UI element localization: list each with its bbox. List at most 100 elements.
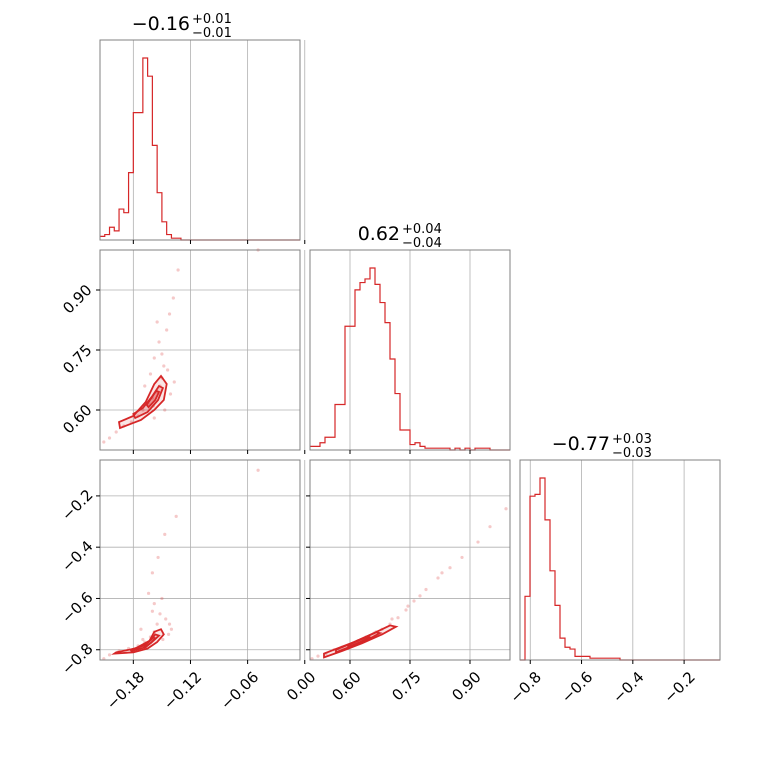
y-tick-label: 0.90 <box>59 281 95 317</box>
panel-frame <box>99 39 301 241</box>
scatter-point <box>166 368 170 372</box>
y-tick-label: −0.4 <box>58 537 96 575</box>
scatter-point <box>504 507 508 511</box>
x-tick-label: −0.12 <box>160 668 205 713</box>
x-tick-label: 0.75 <box>388 668 424 704</box>
panel-frame <box>99 459 301 661</box>
title-upper-error: +0.04 <box>402 222 442 237</box>
scatter-point <box>152 601 156 606</box>
y-tick-label: −0.6 <box>58 588 96 626</box>
title-lower-error: −0.04 <box>402 236 442 251</box>
panel-2-0 <box>99 459 306 661</box>
scatter-point <box>488 525 492 529</box>
scatter-point <box>412 599 416 603</box>
x-tick-label: −0.4 <box>609 668 647 706</box>
title-upper-error: +0.03 <box>612 432 652 447</box>
scatter-point <box>164 617 168 621</box>
y-tick-label: −0.8 <box>58 640 96 678</box>
scatter-point <box>256 468 260 472</box>
panel-background <box>100 40 300 240</box>
scatter-point <box>167 622 172 626</box>
scatter-point <box>156 555 160 560</box>
scatter-point <box>161 637 165 642</box>
contour-level-2 <box>145 389 161 409</box>
scatter-point <box>141 637 145 642</box>
x-tick-label: 0.00 <box>283 668 319 704</box>
scatter-point <box>160 352 164 356</box>
scatter-point <box>107 653 112 657</box>
scatter-point <box>152 416 156 420</box>
scatter-point <box>102 440 106 444</box>
scatter-point <box>174 514 178 519</box>
y-tick-label: −0.2 <box>58 486 96 524</box>
x-tick-label: −0.6 <box>558 668 596 706</box>
contour-level-2 <box>346 635 373 649</box>
scatter-point <box>157 340 161 344</box>
panel-2-2 <box>519 459 721 661</box>
scatter-point <box>171 296 175 300</box>
scatter-point <box>114 430 118 434</box>
scatter-point <box>150 571 154 575</box>
scatter-point <box>436 576 440 580</box>
x-tick-label: −0.2 <box>660 668 698 706</box>
scatter-point <box>155 320 159 324</box>
panel-2-1 <box>309 459 511 661</box>
panel-1-0 <box>99 248 306 451</box>
scatter-point <box>404 608 408 612</box>
scatter-point <box>172 380 176 384</box>
panel-background <box>520 460 720 660</box>
title-value: −0.16 <box>132 13 190 35</box>
scatter-point <box>176 268 180 272</box>
scatter-point <box>460 555 464 560</box>
title-value: −0.77 <box>552 433 610 455</box>
histogram-1 <box>310 267 510 451</box>
contour-level-0 <box>117 374 168 430</box>
y-tick-label: 0.75 <box>59 341 95 377</box>
scatter-point <box>424 587 428 592</box>
title-lower-error: −0.01 <box>192 26 232 41</box>
scatter-point <box>390 617 394 621</box>
title-1: 0.62 +0.04−0.04 <box>358 222 442 251</box>
title-value: 0.62 <box>358 223 400 245</box>
scatter-point <box>155 622 159 626</box>
scatter-point <box>169 627 174 631</box>
x-tick-label: 0.90 <box>448 668 484 704</box>
x-tick-label: −0.06 <box>217 668 262 713</box>
scatter-point <box>146 591 151 595</box>
scatter-point <box>162 364 166 368</box>
title-0: −0.16 +0.01−0.01 <box>132 12 232 41</box>
scatter-point <box>418 594 422 598</box>
contour-level-2 <box>142 636 157 649</box>
scatter-point <box>476 540 480 544</box>
panel-frame <box>519 459 721 661</box>
x-tick-label: −0.8 <box>507 668 545 706</box>
scatter-point <box>163 408 167 412</box>
scatter-point <box>163 532 167 536</box>
scatter-point <box>440 571 444 575</box>
scatter-point <box>150 609 154 613</box>
scatter-point <box>107 436 112 440</box>
scatter-point <box>406 604 410 608</box>
scatter-point <box>316 654 320 658</box>
scatter-point <box>165 328 169 332</box>
scatter-point <box>448 566 452 570</box>
scatter-point <box>160 596 164 601</box>
scatter-point <box>168 392 173 396</box>
scatter-point <box>166 632 171 636</box>
scatter-point <box>152 356 156 360</box>
panel-background <box>100 460 300 660</box>
title-2: −0.77 +0.03−0.03 <box>552 432 652 461</box>
panel-1-1 <box>309 249 511 451</box>
scatter-point <box>148 372 153 376</box>
x-tick-label: 0.60 <box>328 668 364 704</box>
scatter-point <box>143 384 147 388</box>
scatter-point <box>158 612 162 616</box>
panel-0-0 <box>99 39 306 241</box>
x-tick-label: −0.18 <box>103 668 148 713</box>
title-upper-error: +0.01 <box>192 12 232 27</box>
scatter-point <box>139 627 143 631</box>
y-tick-label: 0.60 <box>59 401 95 437</box>
scatter-point <box>396 616 400 620</box>
scatter-point <box>167 312 172 316</box>
